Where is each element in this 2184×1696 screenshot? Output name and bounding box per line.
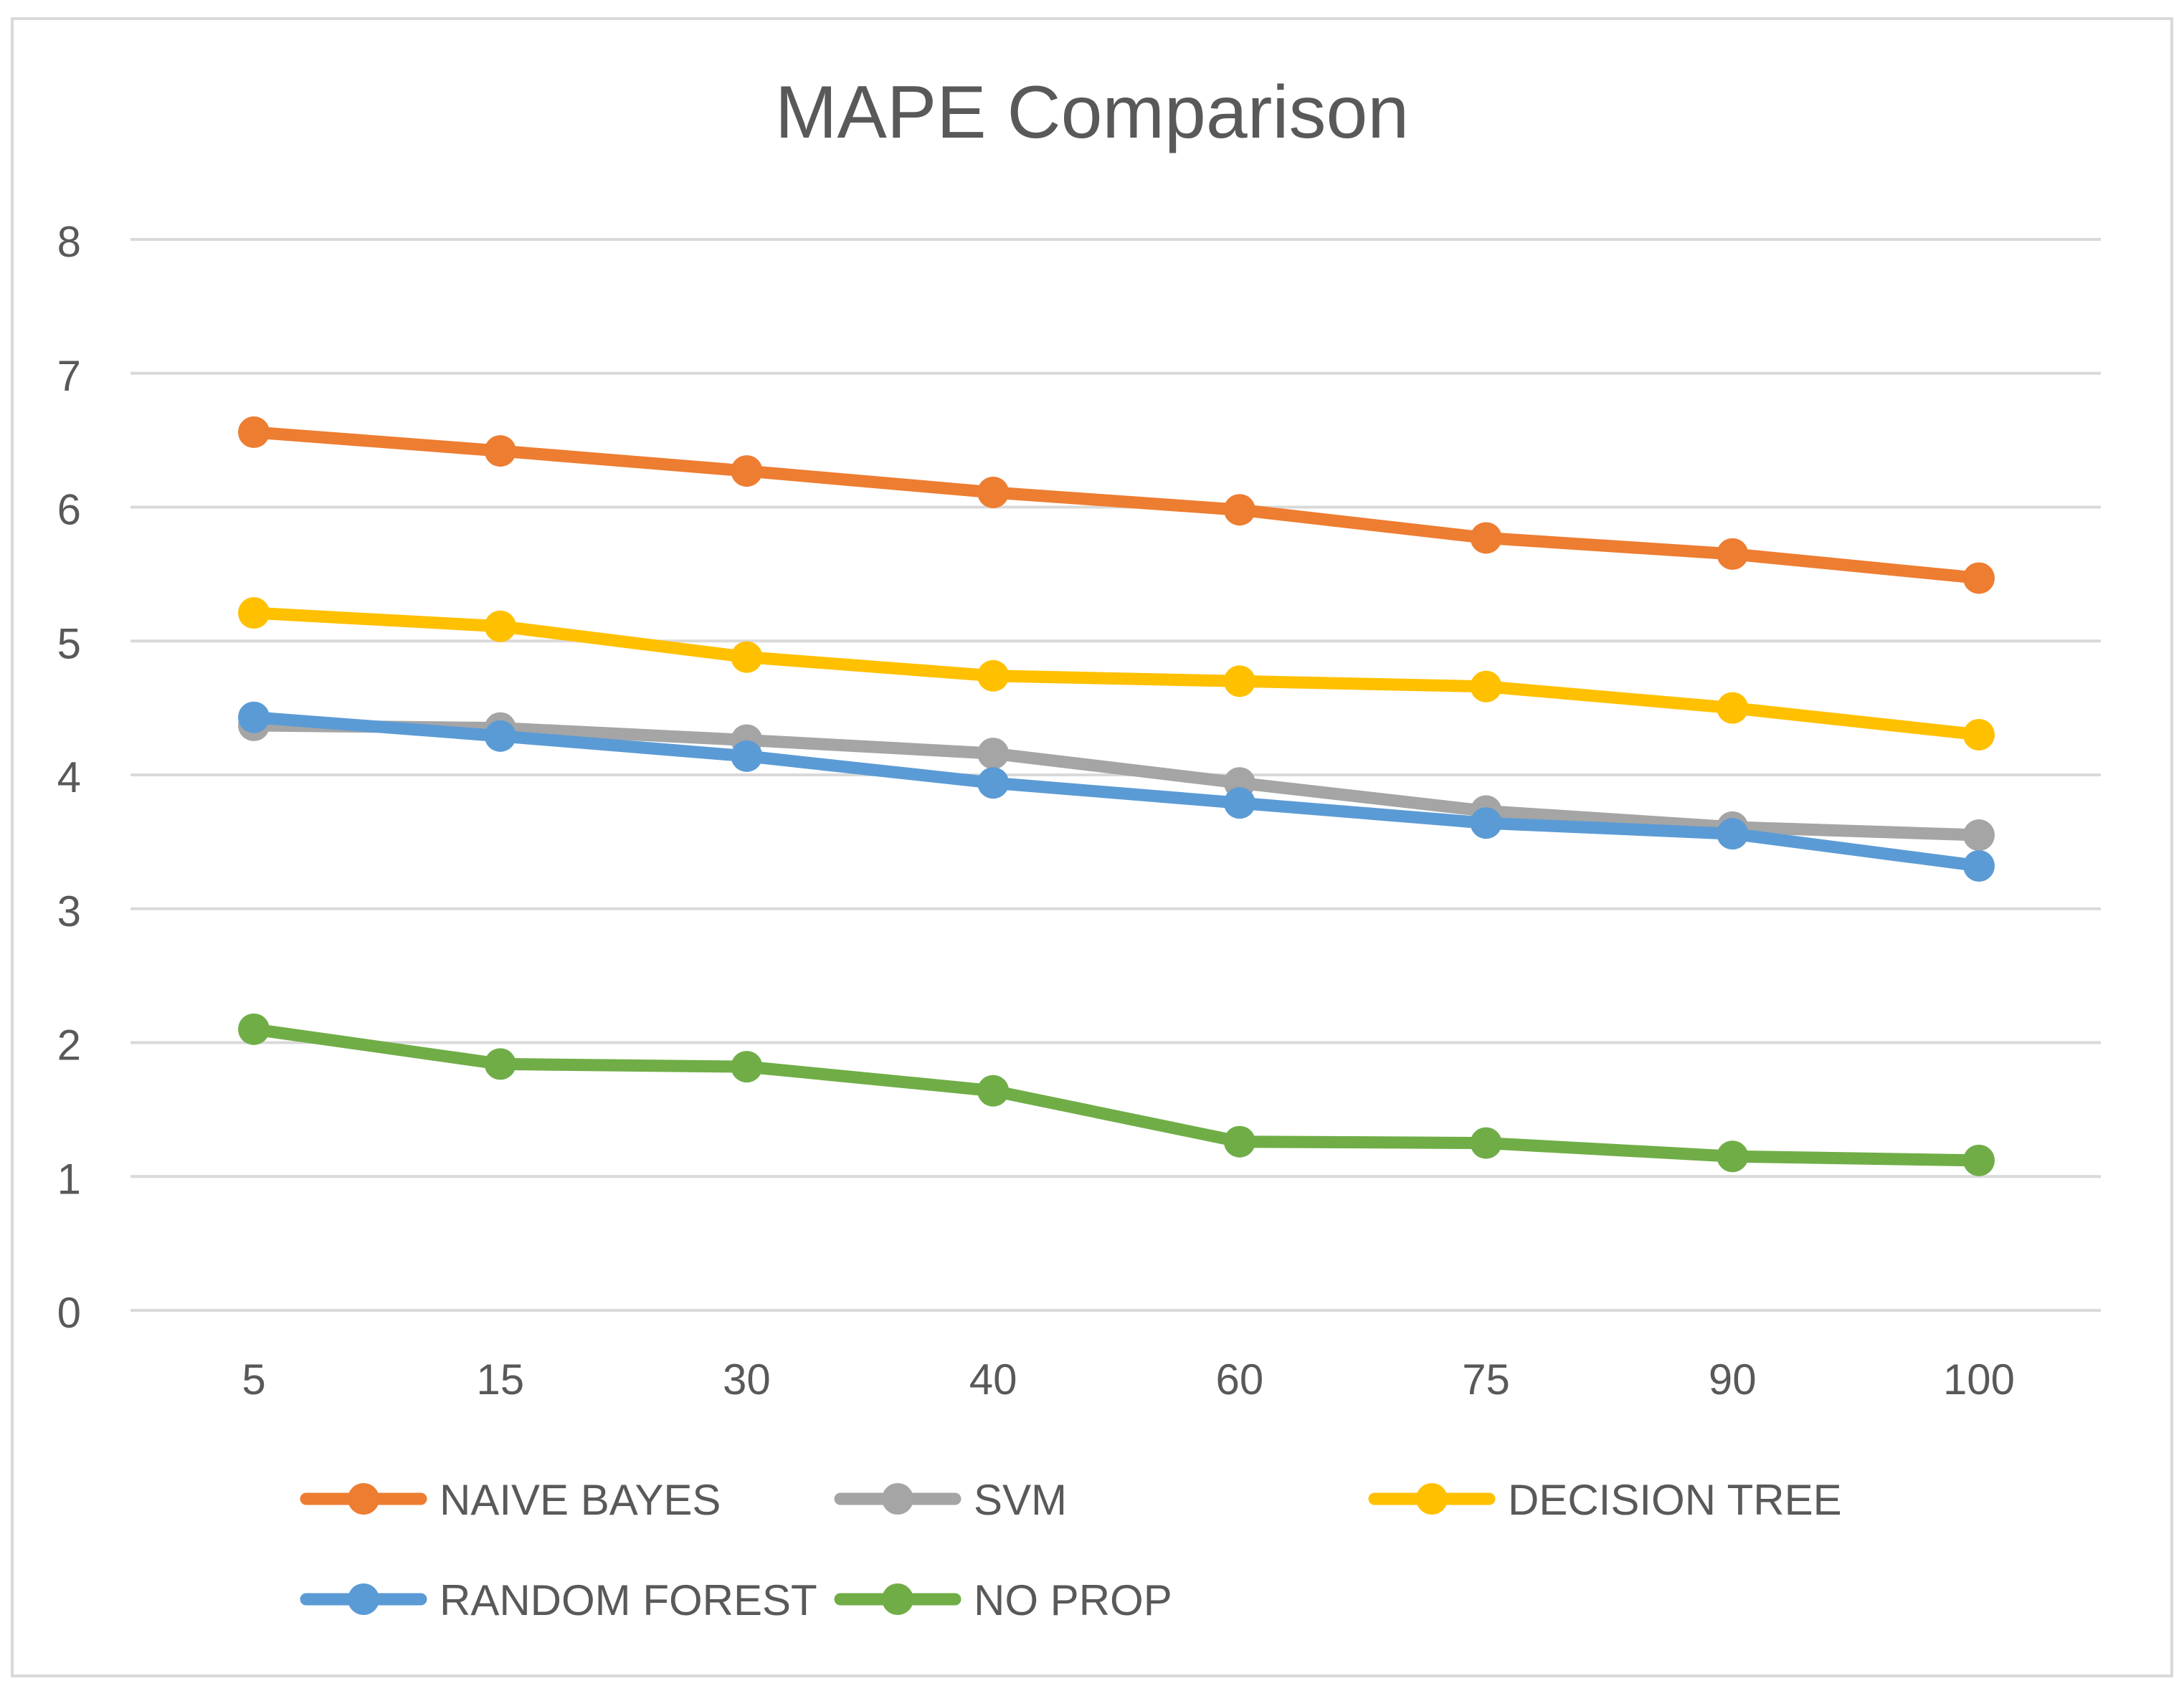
y-tick-label: 2 xyxy=(57,1021,81,1069)
legend-item: NO PROP xyxy=(834,1576,1172,1624)
data-point xyxy=(1963,562,1995,594)
y-tick-label: 3 xyxy=(57,887,81,935)
legend-item: RANDOM FOREST xyxy=(300,1576,817,1624)
y-tick-label: 8 xyxy=(57,218,81,266)
data-point xyxy=(977,1075,1010,1107)
series-random-forest xyxy=(238,701,1995,882)
series-line xyxy=(247,1023,1985,1167)
data-point xyxy=(1470,807,1502,839)
data-point xyxy=(1717,538,1749,570)
x-tick-label: 90 xyxy=(1709,1356,1757,1404)
legend-item: NAIVE BAYES xyxy=(300,1476,721,1524)
legend-label: NAIVE BAYES xyxy=(440,1476,721,1524)
legend-item: SVM xyxy=(834,1476,1067,1524)
legend-marker-swatch xyxy=(348,1483,379,1515)
y-tick-label: 4 xyxy=(57,753,81,801)
data-point xyxy=(1717,692,1749,724)
legend-label: RANDOM FOREST xyxy=(440,1576,817,1624)
legend-label: SVM xyxy=(974,1476,1067,1524)
legend-marker-swatch xyxy=(348,1583,379,1615)
series-line xyxy=(247,426,1985,584)
data-point xyxy=(1963,1144,1995,1176)
legend-item: DECISION TREE xyxy=(1368,1476,1842,1524)
x-tick-label: 60 xyxy=(1215,1356,1263,1404)
data-point xyxy=(977,659,1010,692)
chart-title: MAPE Comparison xyxy=(775,71,1409,154)
data-point xyxy=(484,435,516,467)
data-point xyxy=(1963,718,1995,751)
data-point xyxy=(238,701,270,733)
data-point xyxy=(1223,665,1255,697)
series-naive-bayes xyxy=(238,416,1995,594)
legend-marker-swatch xyxy=(882,1583,913,1615)
series-decision-tree xyxy=(238,597,1995,751)
data-point xyxy=(731,1051,763,1083)
data-point xyxy=(1963,849,1995,882)
x-axis-tick-labels: 5 15 30 40 60 75 90 100 xyxy=(242,1356,2015,1404)
x-tick-label: 40 xyxy=(969,1356,1017,1404)
data-point xyxy=(1223,1125,1255,1158)
data-point xyxy=(977,738,1010,770)
y-tick-label: 0 xyxy=(57,1289,81,1337)
legend-label: NO PROP xyxy=(974,1576,1172,1624)
legend-marker-swatch xyxy=(882,1483,913,1515)
data-point xyxy=(731,455,763,487)
data-point xyxy=(1963,819,1995,852)
data-point xyxy=(1717,1140,1749,1173)
data-point xyxy=(1223,787,1255,819)
x-tick-label: 5 xyxy=(242,1356,265,1404)
data-point xyxy=(977,767,1010,799)
data-point xyxy=(731,740,763,772)
y-axis-tick-labels: 0 1 2 3 4 5 6 7 8 xyxy=(57,218,81,1337)
data-point xyxy=(1223,494,1255,526)
legend-marker-swatch xyxy=(1416,1483,1448,1515)
data-point xyxy=(484,720,516,752)
x-tick-label: 75 xyxy=(1462,1356,1510,1404)
data-point xyxy=(238,416,270,448)
y-tick-label: 1 xyxy=(57,1155,81,1203)
series-line xyxy=(247,711,1985,872)
x-tick-label: 30 xyxy=(723,1356,771,1404)
y-tick-label: 5 xyxy=(57,619,81,667)
data-point xyxy=(484,610,516,642)
series-lines xyxy=(238,416,1995,1176)
data-point xyxy=(1470,1127,1502,1159)
series-line xyxy=(247,719,1985,842)
data-point xyxy=(1717,818,1749,850)
legend-label: DECISION TREE xyxy=(1508,1476,1842,1524)
data-point xyxy=(977,476,1010,508)
legend: NAIVE BAYES SVM DECISION TREE RANDOM FOREST… xyxy=(300,1476,1842,1624)
x-tick-label: 100 xyxy=(1943,1356,2015,1404)
y-tick-label: 7 xyxy=(57,352,81,400)
data-point xyxy=(484,1048,516,1080)
data-point xyxy=(1470,670,1502,702)
series-line xyxy=(247,606,1985,741)
y-tick-label: 6 xyxy=(57,486,81,534)
x-tick-label: 15 xyxy=(476,1356,524,1404)
data-point xyxy=(731,641,763,673)
series-no-prop xyxy=(238,1013,1995,1176)
gridlines xyxy=(130,238,2101,1312)
data-point xyxy=(238,1013,270,1045)
data-point xyxy=(1470,522,1502,554)
data-point xyxy=(238,597,270,629)
